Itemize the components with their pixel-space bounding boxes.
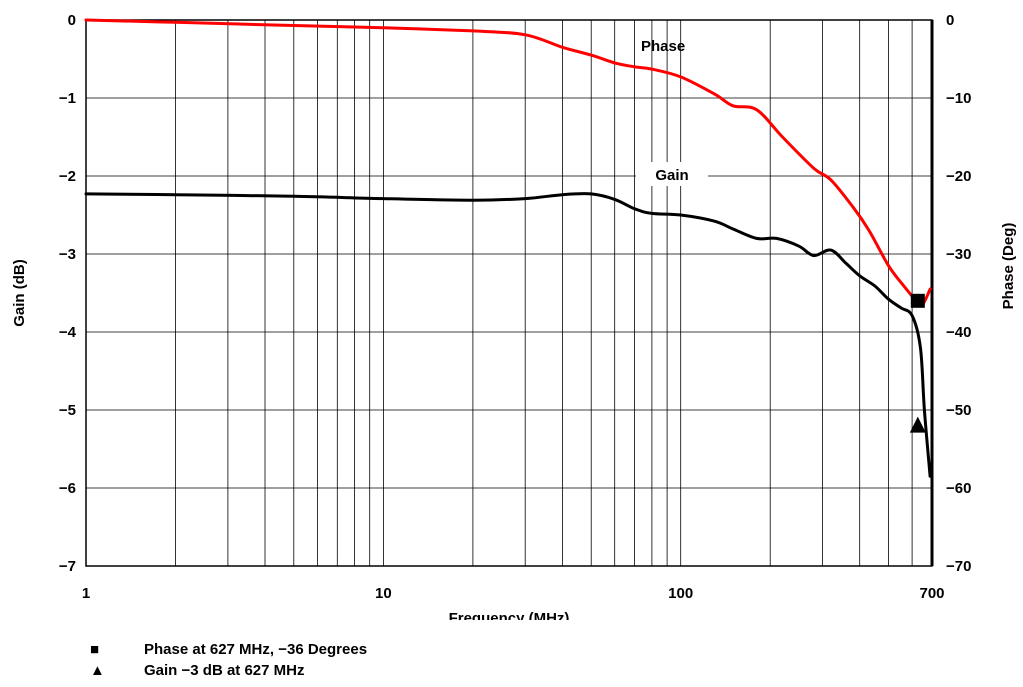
y-right-tick-label: −50 [946, 402, 971, 419]
legend-phase-text: Phase at 627 MHz, −36 Degrees [144, 641, 368, 658]
y-right-tick-label: −30 [946, 246, 971, 263]
x-tick-label: 100 [668, 585, 693, 602]
y-right-tick-label: −60 [946, 480, 971, 497]
y-axis-left-title: Gain (dB) [11, 259, 28, 327]
legend-item-phase: ■ Phase at 627 MHz, −36 Degrees [90, 641, 367, 658]
y-left-tick-label: −6 [59, 480, 76, 497]
y-axis-right-title: Phase (Deg) [1000, 223, 1017, 310]
series-layer [84, 18, 932, 478]
legend-gain-text: Gain −3 dB at 627 MHz [144, 662, 305, 679]
y-left-tick-label: −7 [59, 558, 76, 575]
x-tick-label: 700 [919, 585, 944, 602]
phase-marker-square [910, 293, 925, 308]
x-axis-title: Frequency (MHz) [449, 610, 570, 620]
y-left-tick-label: −4 [59, 324, 77, 341]
plot-frame [85, 19, 933, 567]
gain-label-bg [636, 162, 708, 186]
y-right-tick-label: −70 [946, 558, 971, 575]
y-right-tick-label: −10 [946, 90, 971, 107]
y-right-tick-label: 0 [946, 12, 954, 29]
gain-marker-triangle [909, 416, 926, 433]
gain-series-label: Gain [655, 167, 688, 184]
y-left-tick-label: −1 [59, 90, 76, 107]
y-left-tick-label: −3 [59, 246, 76, 263]
series-line-gain [84, 192, 932, 478]
x-tick-label: 1 [82, 585, 90, 602]
ticks: 1 10 100 7000−1−2−3−4−5−6−70−10−20−30−40−50… [59, 12, 972, 602]
y-left-tick-label: −2 [59, 168, 76, 185]
chart: 1 10 100 7000−1−2−3−4−5−6−70−10−20−30−40−50… [11, 12, 1017, 620]
triangle-marker-icon: ▲ [90, 662, 105, 679]
y-left-tick-label: −5 [59, 402, 76, 419]
series-line-phase [84, 18, 932, 307]
grid [86, 20, 934, 566]
phase-series-label: Phase [641, 38, 685, 55]
y-left-tick-label: 0 [68, 12, 76, 29]
square-marker-icon: ■ [90, 641, 100, 658]
x-tick-label: 10 [375, 585, 392, 602]
y-right-tick-label: −20 [946, 168, 971, 185]
markers [909, 293, 926, 433]
legend-item-gain: ▲ Gain −3 dB at 627 MHz [90, 662, 304, 679]
y-right-tick-label: −40 [946, 324, 971, 341]
